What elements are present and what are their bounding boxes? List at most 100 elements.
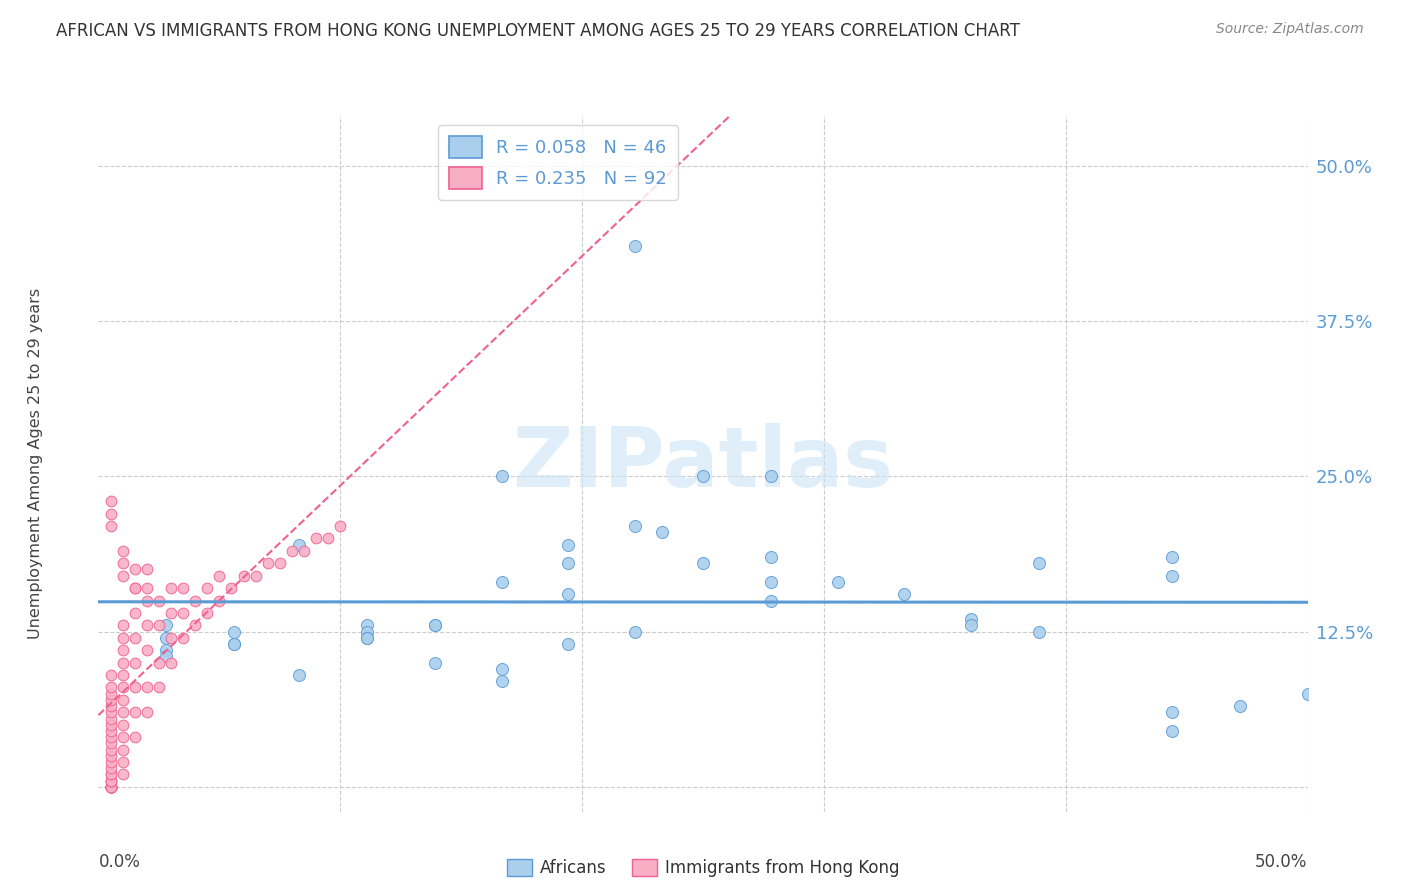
Point <box>423 618 446 632</box>
Point <box>100 706 122 720</box>
Point <box>893 587 915 601</box>
Point <box>124 656 146 670</box>
Point <box>100 773 122 788</box>
Point <box>1161 723 1184 738</box>
Point <box>759 574 782 589</box>
Point <box>155 643 177 657</box>
Point <box>292 543 315 558</box>
Point <box>100 699 122 714</box>
Point <box>100 736 122 750</box>
Point <box>124 681 146 695</box>
Point <box>160 606 183 620</box>
Point <box>111 668 134 682</box>
Point <box>1028 556 1050 570</box>
Point <box>124 631 146 645</box>
Point <box>100 712 122 726</box>
Text: AFRICAN VS IMMIGRANTS FROM HONG KONG UNEMPLOYMENT AMONG AGES 25 TO 29 YEARS CORR: AFRICAN VS IMMIGRANTS FROM HONG KONG UNE… <box>56 22 1021 40</box>
Point <box>557 538 579 552</box>
Point <box>557 587 579 601</box>
Point <box>100 780 122 794</box>
Point <box>135 581 157 595</box>
Point <box>423 656 446 670</box>
Point <box>1296 687 1319 701</box>
Point <box>491 574 513 589</box>
Point <box>1161 549 1184 564</box>
Point <box>111 767 134 781</box>
Point <box>1229 699 1251 714</box>
Point <box>100 780 122 794</box>
Point <box>100 780 122 794</box>
Point <box>111 618 134 632</box>
Point <box>624 519 647 533</box>
Point <box>305 532 328 546</box>
Point <box>135 643 157 657</box>
Point <box>135 681 157 695</box>
Point <box>624 624 647 639</box>
Point <box>256 556 278 570</box>
Point <box>557 637 579 651</box>
Point <box>222 637 245 651</box>
Point <box>100 773 122 788</box>
Point <box>172 581 194 595</box>
Point <box>135 593 157 607</box>
Text: 50.0%: 50.0% <box>1256 854 1308 871</box>
Text: ZIPatlas: ZIPatlas <box>513 424 893 504</box>
Point <box>184 593 207 607</box>
Point <box>356 618 378 632</box>
Point <box>100 780 122 794</box>
Point <box>172 606 194 620</box>
Point <box>491 662 513 676</box>
Point <box>100 519 122 533</box>
Point <box>160 656 183 670</box>
Point <box>100 780 122 794</box>
Point <box>135 562 157 576</box>
Point <box>160 631 183 645</box>
Point <box>111 631 134 645</box>
Text: Unemployment Among Ages 25 to 29 years: Unemployment Among Ages 25 to 29 years <box>28 288 44 640</box>
Point <box>124 581 146 595</box>
Point <box>423 618 446 632</box>
Point <box>1161 568 1184 582</box>
Point <box>232 568 254 582</box>
Point <box>100 767 122 781</box>
Point <box>245 568 267 582</box>
Point <box>100 773 122 788</box>
Point <box>111 717 134 731</box>
Point <box>221 581 243 595</box>
Point <box>759 469 782 483</box>
Point <box>651 525 673 540</box>
Point <box>148 593 170 607</box>
Point <box>759 593 782 607</box>
Point <box>111 643 134 657</box>
Point <box>111 742 134 756</box>
Text: Source: ZipAtlas.com: Source: ZipAtlas.com <box>1216 22 1364 37</box>
Point <box>155 631 177 645</box>
Point <box>1161 706 1184 720</box>
Point <box>148 681 170 695</box>
Point <box>100 717 122 731</box>
Point <box>100 761 122 775</box>
Point <box>491 469 513 483</box>
Point <box>557 556 579 570</box>
Point <box>222 624 245 639</box>
Point <box>111 706 134 720</box>
Point <box>124 606 146 620</box>
Point <box>111 755 134 769</box>
Point <box>960 612 983 626</box>
Point <box>100 668 122 682</box>
Point <box>100 780 122 794</box>
Point <box>155 618 177 632</box>
Point <box>124 581 146 595</box>
Point <box>100 693 122 707</box>
Point <box>356 624 378 639</box>
Point <box>1028 624 1050 639</box>
Point <box>759 549 782 564</box>
Point <box>281 543 304 558</box>
Point <box>111 656 134 670</box>
Point <box>100 780 122 794</box>
Point <box>155 649 177 664</box>
Point <box>100 767 122 781</box>
Point <box>148 656 170 670</box>
Point <box>692 556 714 570</box>
Point <box>316 532 339 546</box>
